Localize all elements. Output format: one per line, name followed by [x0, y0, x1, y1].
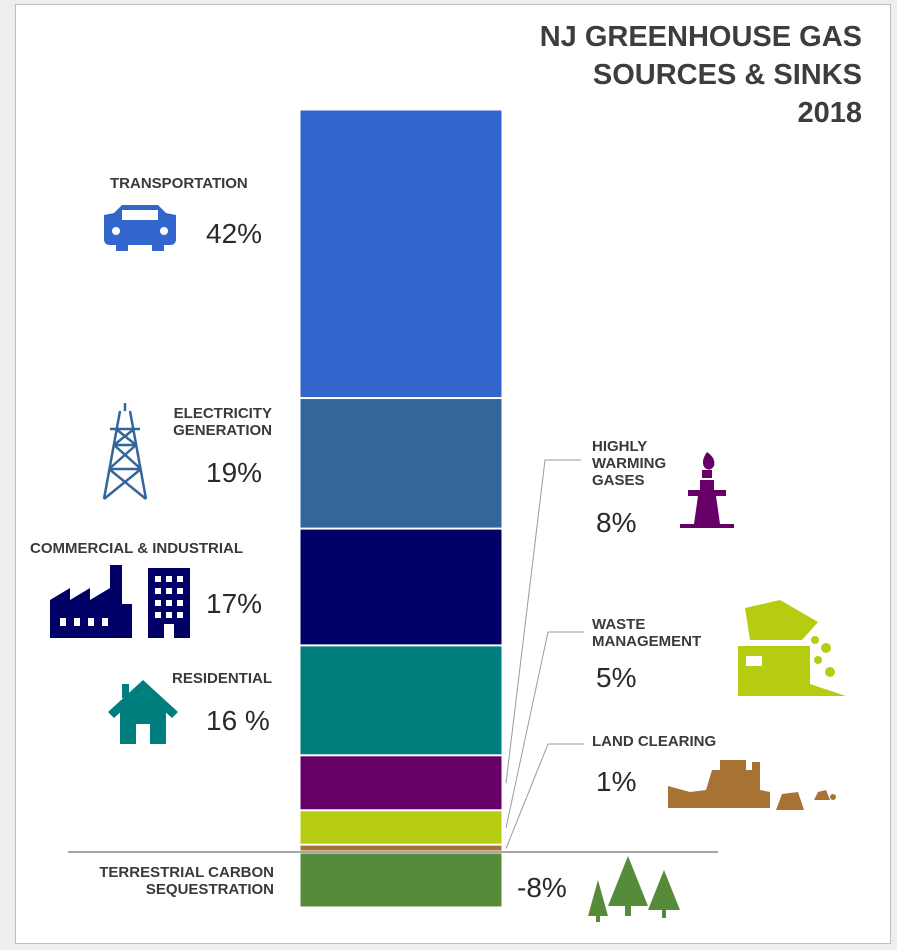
- car-icon: [104, 205, 176, 251]
- leader-line: [505, 631, 584, 829]
- label-transportation: TRANSPORTATION: [110, 175, 248, 192]
- oil-rig-icon: [680, 452, 734, 528]
- value-highly-warming-gases: 8%: [596, 507, 637, 538]
- house-icon: [108, 680, 178, 744]
- bar-electricity-generation: [299, 398, 503, 529]
- bar-residential: [299, 645, 503, 756]
- bar-waste-management: [299, 810, 503, 845]
- trees-icon: [588, 856, 680, 922]
- label-commercial-industrial: COMMERCIAL & INDUSTRIAL: [30, 540, 244, 557]
- label-waste-management: WASTE MANAGEMENT: [592, 616, 702, 650]
- bulldozer-icon: [668, 760, 836, 810]
- bar-highly-warming-gases: [299, 755, 503, 811]
- bar-transportation: [299, 109, 503, 399]
- value-electricity-generation: 19%: [206, 457, 263, 488]
- value-terrestrial-carbon-sequestration: -8%: [517, 872, 567, 903]
- dump-truck-icon: [738, 600, 846, 696]
- chart-title: NJ GREENHOUSE GAS SOURCES & SINKS 2018: [442, 18, 862, 132]
- leader-lines: [505, 459, 584, 849]
- transmission-tower-icon: [102, 403, 148, 500]
- bar-commercial-industrial: [299, 528, 503, 646]
- leader-line: [505, 743, 584, 849]
- title-line-1: NJ GREENHOUSE GAS: [539, 21, 862, 53]
- label-land-clearing: LAND CLEARING: [592, 733, 717, 750]
- value-land-clearing: 1%: [596, 766, 637, 797]
- label-residential: RESIDENTIAL: [172, 670, 273, 687]
- bar-segments: [299, 109, 503, 908]
- bar-land-clearing: [299, 844, 503, 852]
- value-commercial-industrial: 17%: [206, 588, 263, 619]
- label-highly-warming-gases: HIGHLY WARMING GASES: [592, 438, 667, 489]
- title-line-2: SOURCES & SINKS: [592, 59, 862, 91]
- bar-terrestrial-carbon-sequestration: [299, 852, 503, 908]
- value-waste-management: 5%: [596, 662, 637, 693]
- label-terrestrial-carbon-sequestration: TERRESTRIAL CARBON SEQUESTRATION: [99, 864, 274, 898]
- value-transportation: 42%: [206, 218, 263, 249]
- leader-line: [505, 459, 581, 784]
- title-line-3: 2018: [797, 97, 862, 129]
- label-electricity-generation: ELECTRICITY GENERATION: [173, 405, 272, 439]
- factory-building-icon: [50, 565, 190, 638]
- value-residential: 16 %: [206, 705, 270, 736]
